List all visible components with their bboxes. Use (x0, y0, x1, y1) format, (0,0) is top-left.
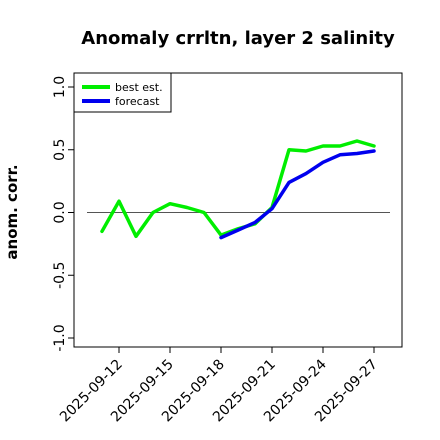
y-tick-label: -1.0 (52, 324, 68, 351)
series-line-best-est (100, 139, 376, 239)
legend-box (73, 72, 172, 113)
y-tick-label: -0.5 (52, 262, 68, 289)
plot-frame (73, 72, 403, 348)
legend-label-forecast: forecast (115, 95, 160, 108)
series-line-forecast (219, 149, 376, 240)
chart-title: Anomaly crrltn, layer 2 salinity (81, 28, 395, 49)
y-tick-label: 1.0 (52, 76, 68, 98)
legend: best est. forecast (73, 72, 172, 113)
y-axis-label: anom. corr. (3, 164, 21, 259)
y-tick-label: 0.5 (52, 139, 68, 161)
y-tick-label: 0.0 (52, 201, 68, 223)
legend-label-best-est: best est. (115, 81, 163, 94)
